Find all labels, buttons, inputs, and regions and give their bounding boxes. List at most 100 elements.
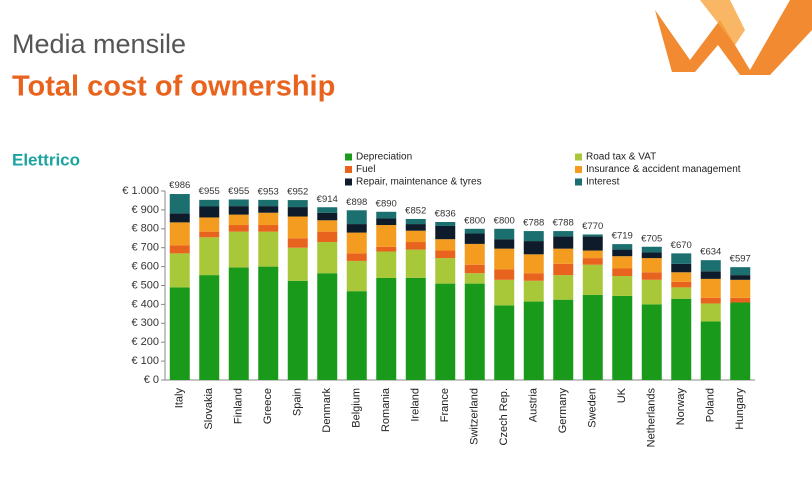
- bar-segment: [730, 297, 751, 303]
- bar-segment: [228, 267, 249, 380]
- legend-swatch: [345, 153, 352, 161]
- slide-title: Media mensile: [12, 29, 186, 59]
- chart-title: Elettrico: [12, 150, 80, 169]
- y-tick-label: € 100: [131, 355, 159, 367]
- bar-segment: [641, 304, 662, 380]
- bar-segment: [582, 258, 603, 265]
- bar-segment: [435, 258, 456, 284]
- bar-segment: [346, 210, 367, 225]
- bar-segment: [582, 294, 603, 380]
- total-label: €852: [405, 205, 426, 216]
- legend-swatch: [345, 166, 352, 173]
- y-tick-label: € 200: [131, 336, 159, 348]
- bar-segment: [671, 281, 692, 288]
- bar-segment: [700, 303, 721, 322]
- total-label: €952: [287, 187, 308, 198]
- bar-segment: [464, 283, 485, 380]
- bar-segment: [287, 280, 308, 380]
- x-tick-label: Romania: [380, 387, 392, 432]
- x-tick-label: Finland: [233, 388, 245, 424]
- bar-segment: [199, 237, 220, 276]
- bar-segment: [435, 221, 456, 226]
- bar-segment: [228, 206, 249, 215]
- bar-segment: [553, 275, 574, 300]
- total-label: €890: [376, 198, 397, 209]
- x-tick-label: Austria: [528, 387, 540, 422]
- bar-segment: [376, 277, 397, 380]
- y-tick-label: € 300: [131, 317, 159, 329]
- total-label: €670: [671, 240, 692, 251]
- bar-segment: [523, 254, 544, 274]
- bar-segment: [228, 199, 249, 207]
- bar-segment: [641, 279, 662, 305]
- bar-segment: [553, 263, 574, 276]
- bar-segment: [258, 212, 279, 226]
- bar-segment: [582, 264, 603, 295]
- legend-swatch: [575, 178, 582, 186]
- bar-segment: [700, 271, 721, 279]
- bar-segment: [346, 291, 367, 380]
- bar-segment: [228, 214, 249, 226]
- bar-segment: [641, 258, 662, 273]
- total-label: €705: [641, 233, 662, 244]
- bar-segment: [612, 276, 633, 296]
- x-tick-label: Italy: [174, 388, 186, 409]
- bar-segment: [700, 321, 721, 380]
- bar-segment: [641, 252, 662, 259]
- legend-swatch: [575, 153, 582, 161]
- bar-segment: [258, 199, 279, 207]
- x-tick-label: Greece: [262, 388, 274, 424]
- bar-segment: [169, 287, 190, 380]
- bar-segment: [287, 216, 308, 239]
- bar-segment: [376, 246, 397, 252]
- bar-segment: [376, 251, 397, 278]
- bar-segment: [317, 212, 338, 221]
- bar-segment: [435, 225, 456, 240]
- y-tick-label: € 1.000: [122, 185, 159, 197]
- x-tick-label: Netherlands: [646, 388, 658, 448]
- x-tick-label: Norway: [675, 388, 687, 426]
- bar-segment: [671, 298, 692, 380]
- x-tick-label: UK: [616, 387, 628, 403]
- bar-segment: [730, 279, 751, 298]
- total-label: €800: [494, 215, 515, 226]
- bar-segment: [553, 236, 574, 249]
- bar-segment: [346, 260, 367, 292]
- bar-segment: [494, 248, 515, 270]
- legend-swatch: [575, 166, 582, 173]
- total-label: €770: [582, 221, 603, 232]
- total-label: €719: [612, 231, 633, 242]
- bar-segment: [464, 243, 485, 265]
- y-tick-label: € 400: [131, 298, 159, 310]
- y-tick-label: € 800: [131, 223, 159, 235]
- legend-label: Depreciation: [356, 152, 412, 163]
- bar-segment: [376, 218, 397, 226]
- total-label: €914: [317, 194, 338, 205]
- bar-segment: [494, 239, 515, 249]
- y-tick-label: € 600: [131, 261, 159, 273]
- x-tick-label: Ireland: [410, 388, 422, 422]
- y-tick-label: € 500: [131, 279, 159, 291]
- bar-segment: [346, 232, 367, 254]
- bar-segment: [641, 272, 662, 280]
- bar-segment: [405, 224, 426, 231]
- legend-label: Fuel: [356, 164, 375, 175]
- total-label: €788: [553, 218, 574, 229]
- bar-segment: [199, 275, 220, 380]
- bar-segment: [317, 207, 338, 213]
- bar-segment: [287, 247, 308, 281]
- bar-segment: [730, 267, 751, 276]
- bar-segment: [435, 239, 456, 251]
- x-tick-label: Hungary: [734, 388, 746, 430]
- bar-segment: [523, 273, 544, 281]
- x-tick-label: Sweden: [587, 388, 599, 428]
- bar-segment: [376, 211, 397, 219]
- total-label: €986: [169, 180, 190, 191]
- total-label: €634: [700, 247, 721, 258]
- x-tick-label: Switzerland: [469, 388, 481, 445]
- bar-segment: [405, 218, 426, 225]
- logo: [655, 0, 812, 75]
- bar-segment: [612, 244, 633, 250]
